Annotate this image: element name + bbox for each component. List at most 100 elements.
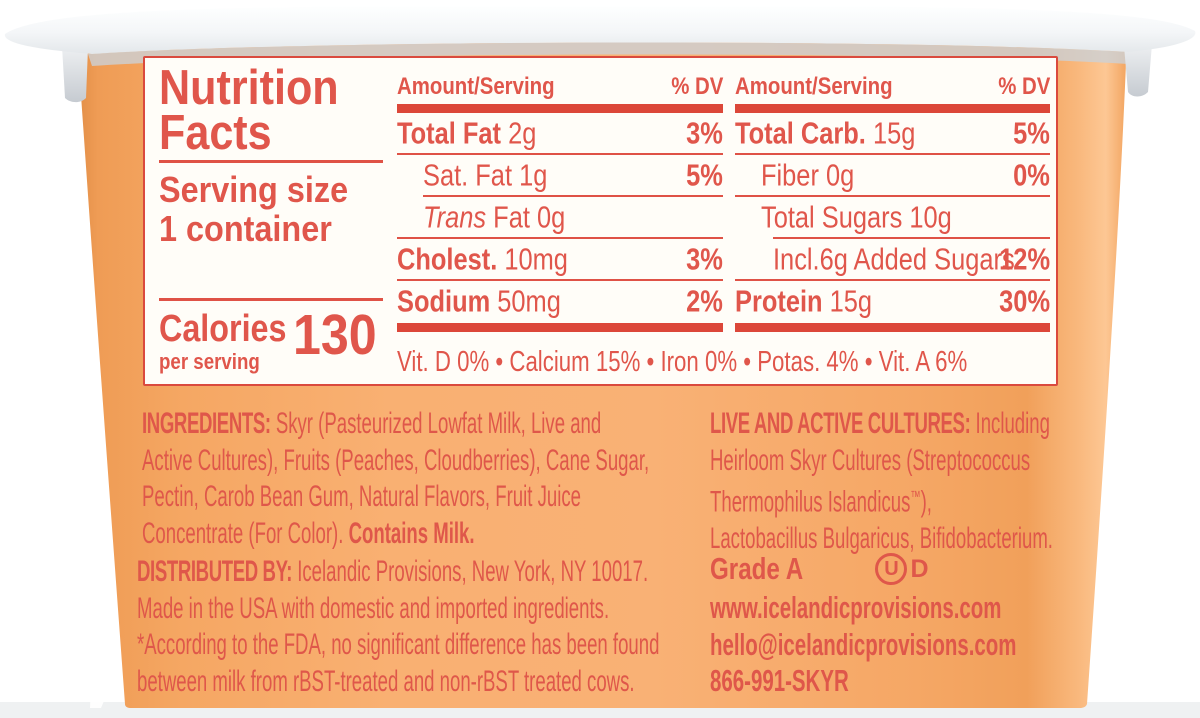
nutrient-rows: Total Carb. 15g 5% Fiber 0g 0% Total Sugars …: [735, 113, 1050, 323]
lid-top: [4, 6, 1196, 54]
text-segment: DISTRIBUTED BY:: [137, 555, 293, 588]
text-segment: 50mg: [497, 283, 561, 319]
text-segment: Lactobacillus Bulgaricus, Bifidobacteriu…: [710, 522, 1053, 556]
text-segment: INGREDIENTS:: [142, 407, 271, 440]
nutrient-label: Sat. Fat 1g: [423, 157, 547, 193]
label-line: between milk from rBST-treated and non-r…: [137, 664, 717, 701]
nutrition-row: Trans Fat 0g: [397, 197, 723, 239]
daily-value-percent: 12%: [999, 241, 1050, 277]
thick-bar: [735, 323, 1050, 332]
separator-line: [735, 194, 1050, 197]
nutrient-column-right: Amount/Serving % DV Total Carb. 15g 5% Fib…: [735, 70, 1050, 332]
divider-line: [159, 298, 383, 301]
phone-number: 866-991-SKYR: [710, 663, 849, 698]
text-segment: Icelandic Provisions, New York, NY 10017…: [292, 555, 649, 588]
nutrient-label: Total Sugars 10g: [761, 199, 952, 235]
ingredients-text: INGREDIENTS: Skyr (Pasteurized Lowfat Mi…: [142, 406, 722, 552]
serving-size-line: Serving size: [159, 169, 349, 210]
label-line: Concentrate (For Color). Contains Milk.: [142, 516, 722, 553]
nutrition-row: Incl.6g Added Sugars 12%: [735, 239, 1050, 281]
label-line: Lactobacillus Bulgaricus, Bifidobacteriu…: [710, 521, 1200, 558]
separator-line: [735, 278, 1050, 281]
text-segment: Sat. Fat 1g: [423, 157, 548, 193]
lid-skirt-right: [1124, 44, 1152, 97]
serving-size-line: 1 container: [159, 208, 332, 249]
contact-email: hello@icelandicprovisions.com: [710, 626, 1017, 662]
nutrient-label: Sodium 50mg: [397, 283, 561, 319]
thick-bar: [735, 104, 1050, 113]
nutrient-rows: Total Fat 2g 3% Sat. Fat 1g 5% Trans Fat 0g C…: [397, 113, 723, 323]
text-segment: 10mg: [504, 241, 568, 277]
text-segment: *According to the FDA, no significant di…: [137, 628, 660, 661]
text-segment: Total Carb.: [735, 115, 873, 151]
separator-line: [397, 152, 723, 155]
nutrition-row: Total Carb. 15g 5%: [735, 113, 1050, 155]
thick-bar: [397, 323, 723, 332]
nutrition-facts-panel: Nutrition Facts Serving size 1 container…: [143, 56, 1058, 386]
nutrition-row: Protein 15g 30%: [735, 281, 1050, 323]
live-cultures-text: LIVE AND ACTIVE CULTURES: Including Heirl…: [710, 406, 1200, 558]
text-segment: Trans: [423, 199, 487, 235]
daily-value-percent: 2%: [686, 283, 723, 319]
daily-value-percent: 3%: [686, 241, 723, 277]
label-line: Pectin, Carob Bean Gum, Natural Flavors,…: [142, 479, 722, 516]
calories-label: Calories: [159, 308, 287, 350]
nutrition-row: Cholest. 10mg 3%: [397, 239, 723, 281]
distributor-text: DISTRIBUTED BY: Icelandic Provisions, Ne…: [137, 554, 717, 700]
lid-skirt-left: [62, 46, 88, 103]
text-segment: Made in the USA with domestic and import…: [137, 591, 610, 625]
daily-value-percent: 30%: [999, 283, 1050, 319]
percent-dv-header: % DV: [997, 73, 1050, 100]
nutrient-label: Total Carb. 15g: [735, 115, 915, 151]
text-segment: 15g: [872, 115, 916, 151]
column-header: Amount/Serving % DV: [735, 70, 1050, 104]
text-segment: Concentrate (For Color).: [142, 516, 349, 550]
label-line: DISTRIBUTED BY: Icelandic Provisions, Ne…: [137, 554, 717, 591]
calories-sublabel: per serving: [159, 349, 260, 374]
column-header: Amount/Serving % DV: [397, 70, 723, 104]
text-segment: ),: [920, 485, 932, 519]
divider-line: [159, 160, 383, 163]
text-segment: Heirloom Skyr Cultures (Streptococcus: [710, 443, 1031, 477]
text-segment: Total Sugars 10g: [761, 199, 952, 235]
text-segment: Pectin, Carob Bean Gum, Natural Flavors,…: [142, 480, 581, 513]
website-url: www.icelandicprovisions.com: [710, 590, 1002, 625]
kosher-circle-u: U: [875, 553, 908, 585]
label-line: LIVE AND ACTIVE CULTURES: Including: [710, 406, 1200, 443]
kosher-d-letter: D: [910, 554, 929, 583]
daily-value-percent: 5%: [686, 157, 723, 193]
nutrient-label: Fiber 0g: [761, 157, 854, 193]
calories-value: 130: [293, 303, 377, 367]
text-segment: Fat 0g: [486, 199, 566, 235]
separator-line: [397, 278, 723, 281]
nutrient-label: Total Fat 2g: [397, 115, 536, 151]
panel-title-line: Nutrition: [159, 61, 339, 115]
label-line: *According to the FDA, no significant di…: [137, 627, 717, 664]
contact-info: www.icelandicprovisions.com hello@icelan…: [710, 590, 1016, 700]
nutrition-row: Total Fat 2g 3%: [397, 113, 723, 155]
text-segment: Active Cultures), Fruits (Peaches, Cloud…: [142, 443, 650, 477]
text-segment: Total Fat: [397, 115, 509, 151]
nutrition-row: Sat. Fat 1g 5%: [397, 155, 723, 197]
separator-line: [397, 236, 723, 239]
lid-shadow: [88, 42, 1130, 66]
grade-a-row: Grade A U D: [710, 549, 929, 589]
text-segment: Thermophilus Islandicus: [710, 485, 911, 519]
text-segment: Cholest.: [397, 241, 505, 277]
daily-value-percent: 5%: [1013, 115, 1050, 151]
amount-serving-header: Amount/Serving: [735, 73, 893, 100]
text-segment: Protein: [735, 283, 830, 319]
serving-size: Serving size 1 container: [159, 170, 348, 248]
text-segment: ™: [910, 488, 921, 506]
label-line: INGREDIENTS: Skyr (Pasteurized Lowfat Mi…: [142, 406, 722, 443]
amount-serving-header: Amount/Serving: [397, 73, 555, 100]
label-line: Heirloom Skyr Cultures (Streptococcus: [710, 443, 1200, 480]
text-segment: Sodium: [397, 283, 498, 319]
nutrient-label: Protein 15g: [735, 283, 872, 319]
cup-dent-highlight: [90, 640, 119, 708]
daily-value-percent: 0%: [1013, 157, 1050, 193]
thick-bar: [397, 104, 723, 113]
label-line: Active Cultures), Fruits (Peaches, Cloud…: [142, 443, 722, 480]
nutrient-label: Incl.6g Added Sugars: [773, 241, 1015, 277]
